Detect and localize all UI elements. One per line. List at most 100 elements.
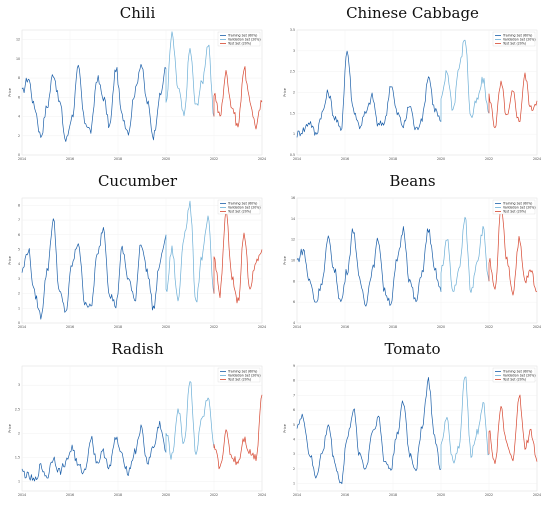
series-line (21, 63, 167, 142)
x-tick-label: 2016 (66, 325, 74, 329)
legend-label: Validation Set (20%) (503, 38, 536, 42)
x-tick-label: 2018 (114, 325, 122, 329)
legend-label: Validation Set (20%) (503, 206, 536, 210)
y-tick-label: 6 (18, 233, 20, 237)
legend-label: Validation Set (20%) (228, 38, 261, 42)
chart-svg: 1 2 3 4 5 6 7 8 9 2014 2016 2018 2020 2022 2024 Price Tr… (283, 364, 541, 497)
y-axis-label: Price (283, 424, 287, 433)
x-tick-label: 2022 (485, 325, 493, 329)
x-tick-label: 2024 (533, 493, 541, 497)
chart-title: Cucumber (97, 172, 178, 190)
x-tick-label: 2018 (389, 325, 397, 329)
y-tick-label: 3 (18, 383, 20, 387)
series-line (488, 394, 538, 465)
legend-label: Training Set (60%) (502, 370, 532, 374)
chart-panel-tomato: Tomato 1 2 3 4 5 6 7 8 9 2014 2016 2018 2020 2022 2024… (275, 336, 550, 504)
series-line (165, 31, 215, 117)
x-tick-label: 2022 (210, 493, 218, 497)
y-tick-label: 6 (293, 408, 295, 412)
series-line (296, 226, 442, 307)
x-tick-label: 2020 (437, 157, 445, 161)
x-tick-label: 2024 (533, 325, 541, 329)
x-tick-label: 2022 (210, 325, 218, 329)
y-tick-label: 16 (291, 196, 295, 200)
series-line (488, 204, 538, 296)
series-line (21, 420, 167, 482)
y-tick-label: 1 (293, 132, 295, 136)
y-tick-label: 1 (18, 479, 20, 483)
plot-area (296, 365, 538, 492)
y-tick-label: 6 (18, 95, 20, 99)
series-line (296, 50, 442, 138)
x-tick-label: 2022 (210, 157, 218, 161)
x-tick-label: 2018 (114, 157, 122, 161)
y-axis-label: Price (283, 88, 287, 97)
legend-box (217, 31, 261, 47)
x-tick-label: 2020 (162, 325, 170, 329)
chart-title: Chinese Cabbage (346, 4, 479, 22)
series-line (21, 218, 167, 320)
chart-panel-radish: Radish 1 1.5 2 2.5 3 2014 2016 2018 2020 2022 2024… (0, 336, 275, 504)
x-tick-label: 2020 (437, 325, 445, 329)
y-tick-label: 0 (18, 153, 20, 157)
y-tick-label: 1.5 (15, 455, 20, 459)
x-tick-label: 2024 (258, 157, 266, 161)
y-tick-label: 8 (18, 203, 20, 207)
x-tick-label: 2018 (389, 157, 397, 161)
legend-label: Training Set (60%) (227, 202, 257, 206)
chart-svg: 1 1.5 2 2.5 3 2014 2016 2018 2020 2022 2024 Price Tr… (8, 365, 266, 497)
chart-title: Beans (389, 172, 436, 190)
x-tick-label: 2014 (18, 493, 26, 497)
x-tick-label: 2016 (341, 493, 349, 497)
x-tick-label: 2014 (18, 325, 26, 329)
x-tick-label: 2020 (162, 493, 170, 497)
x-tick-label: 2022 (485, 493, 493, 497)
x-tick-label: 2018 (389, 493, 397, 497)
legend-label: Test Set (20%) (227, 42, 251, 46)
series-line (165, 381, 215, 460)
legend-label: Test Set (20%) (502, 378, 526, 382)
legend-label: Training Set (60%) (227, 34, 257, 38)
legend-box (492, 31, 536, 47)
plot-area (21, 197, 263, 324)
series-line (213, 209, 263, 304)
chart-panel-beans: Beans 4 6 8 10 12 14 16 2014 2016 2018 2020 2022 202… (275, 168, 550, 336)
series-line (440, 39, 490, 122)
series-line (213, 394, 263, 470)
y-tick-label: 3 (18, 277, 20, 281)
chart-svg: 0.5 1 1.5 2 2.5 3 3.5 2014 2016 2018 2020 2022 2024 P… (283, 28, 541, 161)
y-tick-label: 0 (18, 321, 20, 325)
legend-box (217, 367, 261, 383)
y-tick-label: 3 (293, 49, 295, 53)
y-tick-label: 8 (293, 279, 295, 283)
series-line (440, 216, 490, 293)
series-line (296, 377, 442, 485)
y-axis-label: Price (8, 88, 12, 97)
y-tick-label: 2.5 (290, 70, 295, 74)
y-tick-label: 10 (291, 259, 295, 263)
y-tick-label: 2 (18, 431, 20, 435)
x-tick-label: 2014 (293, 325, 301, 329)
y-tick-label: 8 (293, 379, 295, 383)
legend-box (492, 199, 536, 215)
x-tick-label: 2016 (66, 157, 74, 161)
series-line (488, 72, 538, 129)
legend-label: Validation Set (20%) (503, 374, 536, 378)
y-axis-label: Price (8, 256, 12, 265)
y-tick-label: 3.5 (290, 28, 295, 32)
chart-title: Radish (111, 340, 164, 358)
legend-box (217, 199, 261, 215)
y-axis-label: Price (283, 256, 287, 265)
y-tick-label: 1 (18, 306, 20, 310)
chart-panel-cucumber: Cucumber 0 1 2 3 4 5 6 7 8 2014 2016 2018 2020 2022 20… (0, 168, 275, 336)
legend-label: Test Set (20%) (227, 378, 251, 382)
chart-panel-chili: Chili 0 2 4 6 8 10 12 2014 2016 2018 2020 2022 2024 P… (0, 0, 275, 168)
legend-label: Test Set (20%) (227, 210, 251, 214)
x-tick-label: 2024 (258, 325, 266, 329)
legend-label: Test Set (20%) (502, 210, 526, 214)
y-tick-label: 12 (16, 38, 20, 42)
x-tick-label: 2024 (258, 493, 266, 497)
y-tick-label: 3 (293, 452, 295, 456)
y-tick-label: 9 (293, 364, 295, 368)
y-tick-label: 5 (293, 423, 295, 427)
